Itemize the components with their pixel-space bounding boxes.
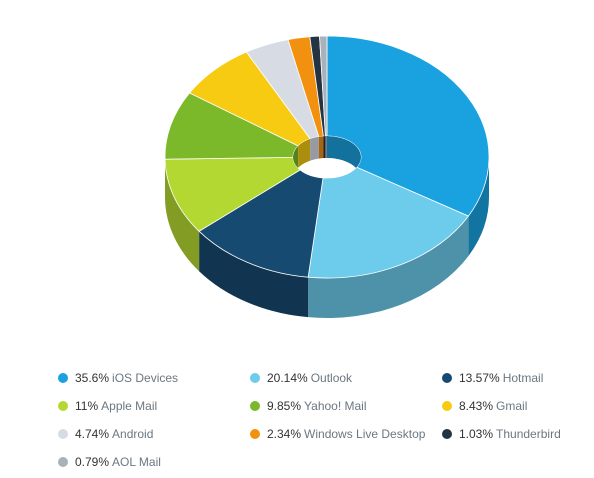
pie-inner-wall [323,136,326,159]
pie-inner-wall [327,136,361,178]
legend-percent: 9.85% [267,399,302,413]
legend-percent: 2.34% [267,427,302,441]
chart-legend: 35.6% iOS Devices 20.14% Outlook 13.57% Hotma… [58,364,588,476]
legend-marker [58,373,68,383]
legend-percent: 4.74% [75,427,110,441]
legend-item-aol-mail[interactable]: 0.79% AOL Mail [58,448,250,476]
legend-percent: 20.14% [267,371,308,385]
legend-label: Windows Live Desktop [304,427,426,441]
pie-inner-wall [310,136,319,161]
legend-label: Gmail [496,399,528,413]
legend-label: Hotmail [502,371,544,385]
legend-marker [442,373,452,383]
legend-item-outlook[interactable]: 20.14% Outlook [250,364,442,392]
pie-side-outlook [308,216,469,318]
pie-inner-wall [325,136,327,159]
pie-inner-wall [298,138,311,168]
legend-label: Android [112,427,154,441]
legend-marker [250,429,260,439]
legend-percent: 8.43% [459,399,494,413]
legend-percent: 1.03% [459,427,494,441]
pie-inner-wall [318,136,324,159]
legend-label: Thunderbird [496,427,561,441]
legend-item-thunderbird[interactable]: 1.03% Thunderbird [442,420,588,448]
legend-marker [442,429,452,439]
legend-item-android[interactable]: 4.74% Android [58,420,250,448]
pie-side-hotmail [199,231,309,318]
legend-marker [442,401,452,411]
pie-hole-bottom [293,158,361,178]
legend-item-hotmail[interactable]: 13.57% Hotmail [442,364,588,392]
legend-percent: 11% [75,399,99,413]
legend-marker [58,429,68,439]
legend-percent: 0.79% [75,455,110,469]
pie-sides [165,157,489,318]
legend-marker [58,457,68,467]
legend-item-yahoo-mail[interactable]: 9.85% Yahoo! Mail [250,392,442,420]
pie-chart [164,35,490,318]
pie-side-apple-mail [165,159,200,272]
pie-slice-gmail[interactable] [188,51,311,147]
legend-label: Yahoo! Mail [304,399,367,413]
legend-marker [250,401,260,411]
legend-item-gmail[interactable]: 8.43% Gmail [442,392,588,420]
legend-label: AOL Mail [112,455,161,469]
legend-percent: 35.6% [75,371,110,385]
legend-item-ios-devices[interactable]: 35.6% iOS Devices [58,364,250,392]
legend-marker [58,401,68,411]
legend-marker [250,373,260,383]
legend-percent: 13.57% [459,371,500,385]
legend-label: Apple Mail [101,399,158,413]
legend-item-apple-mail[interactable]: 11% Apple Mail [58,392,250,420]
legend-label: iOS Devices [112,371,179,385]
legend-label: Outlook [310,371,353,385]
pie-side-ios-devices [468,157,489,257]
legend-item-windows-live-desktop[interactable]: 2.34% Windows Live Desktop [250,420,442,448]
pie-slices [164,35,490,279]
